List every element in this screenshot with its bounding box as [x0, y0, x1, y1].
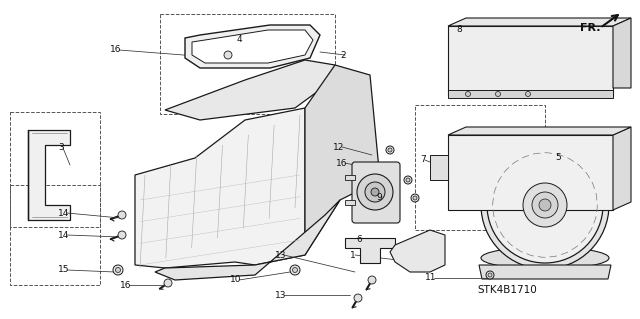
Polygon shape: [448, 127, 631, 135]
Circle shape: [523, 183, 567, 227]
Polygon shape: [613, 18, 631, 88]
Circle shape: [115, 268, 120, 272]
Polygon shape: [390, 230, 445, 272]
Bar: [448, 135, 613, 210]
Text: 16: 16: [120, 280, 131, 290]
Circle shape: [532, 192, 558, 218]
Bar: [160, 14, 335, 114]
Text: 5: 5: [555, 153, 561, 162]
Bar: [448, 26, 613, 96]
Circle shape: [388, 148, 392, 152]
Text: 8: 8: [456, 26, 461, 34]
Circle shape: [495, 92, 500, 97]
Polygon shape: [613, 127, 631, 210]
Circle shape: [406, 178, 410, 182]
FancyBboxPatch shape: [352, 162, 400, 223]
Circle shape: [164, 279, 172, 287]
Circle shape: [539, 199, 551, 211]
Circle shape: [413, 196, 417, 200]
Circle shape: [290, 265, 300, 275]
Polygon shape: [345, 238, 395, 263]
Polygon shape: [28, 130, 70, 220]
Circle shape: [486, 271, 494, 279]
Text: 4: 4: [237, 35, 243, 44]
Text: 6: 6: [356, 235, 362, 244]
Circle shape: [118, 231, 126, 239]
Polygon shape: [185, 25, 320, 68]
Text: 3: 3: [58, 144, 64, 152]
Polygon shape: [345, 200, 355, 205]
Bar: [10, 112, 100, 227]
Circle shape: [224, 51, 232, 59]
Circle shape: [371, 188, 379, 196]
Text: 13: 13: [275, 291, 287, 300]
Circle shape: [487, 147, 603, 263]
Polygon shape: [305, 65, 380, 255]
Circle shape: [118, 211, 126, 219]
Circle shape: [411, 194, 419, 202]
Circle shape: [386, 146, 394, 154]
Polygon shape: [345, 175, 355, 180]
Circle shape: [354, 294, 362, 302]
Circle shape: [465, 92, 470, 97]
Polygon shape: [192, 30, 313, 63]
Text: 1: 1: [350, 250, 356, 259]
Text: 16: 16: [336, 159, 348, 167]
Text: 12: 12: [333, 143, 344, 152]
Circle shape: [481, 141, 609, 269]
Text: 9: 9: [376, 194, 381, 203]
Text: 14: 14: [58, 209, 69, 218]
Circle shape: [368, 276, 376, 284]
Circle shape: [292, 268, 298, 272]
Text: FR.: FR.: [580, 23, 600, 33]
Circle shape: [404, 176, 412, 184]
Polygon shape: [448, 18, 631, 26]
Text: 15: 15: [58, 265, 70, 275]
Circle shape: [357, 174, 393, 210]
Text: 10: 10: [230, 276, 241, 285]
Polygon shape: [479, 265, 611, 279]
Bar: [10, 185, 100, 285]
Text: 14: 14: [58, 231, 69, 240]
Bar: [448, 90, 613, 98]
Text: STK4B1710: STK4B1710: [477, 285, 537, 295]
Polygon shape: [135, 108, 305, 268]
Text: 11: 11: [425, 273, 436, 283]
Circle shape: [488, 273, 492, 277]
Polygon shape: [165, 60, 340, 120]
Polygon shape: [155, 200, 340, 280]
Circle shape: [525, 92, 531, 97]
Polygon shape: [430, 155, 448, 180]
Bar: [415, 105, 545, 230]
Ellipse shape: [481, 247, 609, 269]
Circle shape: [365, 182, 385, 202]
Text: 16: 16: [110, 46, 122, 55]
Circle shape: [113, 265, 123, 275]
Text: 13: 13: [275, 250, 287, 259]
Text: 2: 2: [340, 50, 346, 60]
Text: 7: 7: [420, 155, 426, 165]
